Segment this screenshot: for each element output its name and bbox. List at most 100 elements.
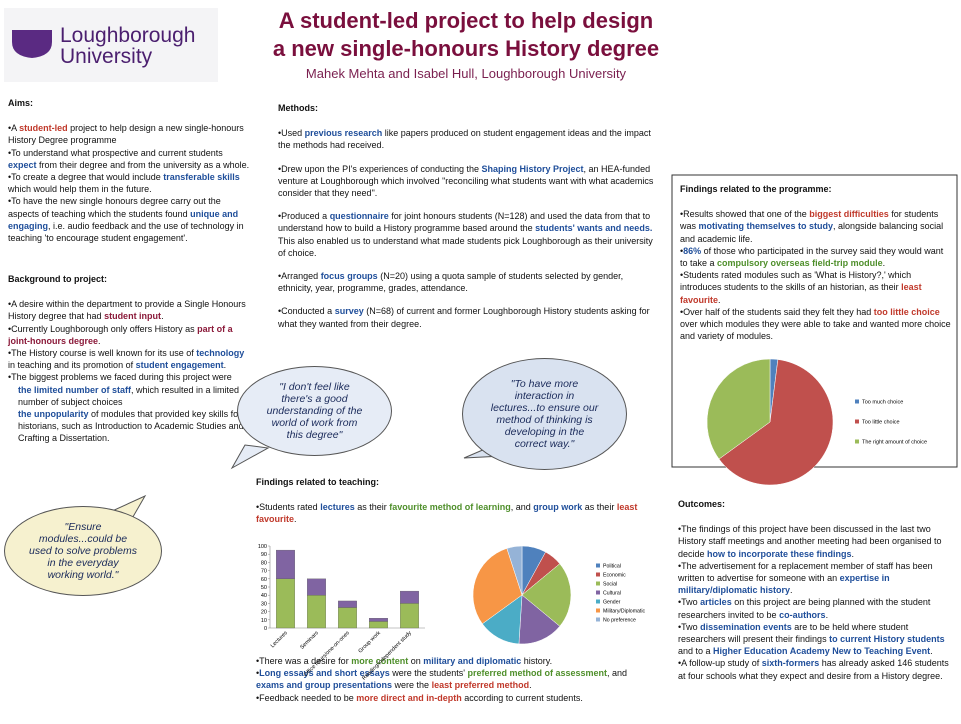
text-run: Long essays and short essays	[259, 668, 390, 679]
text-run: history.	[521, 656, 553, 666]
text-run: .	[718, 294, 721, 305]
section-heading: Aims:	[8, 98, 34, 108]
paragraph: •Two articles on this project are being …	[678, 596, 956, 620]
text-run: •Students rated modules such as 'What is…	[680, 270, 912, 293]
text-run: •Two	[678, 621, 701, 632]
text-run: for students was	[680, 209, 939, 232]
paragraph: •Students rated lectures as their favour…	[256, 501, 651, 525]
text-run: student-led	[19, 123, 68, 134]
paragraph: •Students rated modules such as 'What is…	[680, 269, 952, 306]
text-run: •	[256, 668, 260, 679]
paragraph: •Used previous research like papers prod…	[278, 127, 658, 151]
text-run: student input	[104, 311, 162, 322]
text-run: are to be held where student researchers…	[678, 621, 909, 645]
text-run: (N=20) using a quota sample of students …	[278, 271, 624, 294]
logo-line1: Loughborough	[60, 24, 195, 47]
text-run: which would help them in the future.	[8, 184, 152, 195]
paragraph: •To understand what prospective and curr…	[8, 147, 253, 171]
text-run: •To have the new single honours degree c…	[8, 196, 221, 219]
outcomes-section: Outcomes: •The findings of this project h…	[678, 498, 956, 682]
aims-section: Aims: •A student-led project to help desi…	[8, 97, 253, 244]
quote-bubble: "I don't feel like there's a good unders…	[237, 366, 392, 456]
section-heading: Background to project:	[8, 274, 108, 284]
paragraph: •A desire within the department to provi…	[8, 298, 253, 322]
text-run: This also enabled us to understand what …	[278, 235, 653, 258]
text-run: •Results showed that one of the	[680, 209, 810, 220]
text-run: .	[223, 360, 227, 371]
paragraph: •Two dissemination events are to be held…	[678, 621, 956, 658]
paragraph: •Arranged focus groups (N=20) using a qu…	[278, 270, 658, 294]
paragraph: •Over half of the students said they fel…	[680, 306, 952, 343]
text-run: •Drew upon the PI's experiences of condu…	[278, 163, 482, 174]
text-run: favourite method of learning	[389, 502, 511, 513]
methods-section: Methods: •Used previous research like pap…	[278, 102, 658, 341]
text-run: •To understand what prospective and curr…	[8, 147, 223, 158]
text-run: .	[529, 680, 532, 691]
teaching-findings: Findings related to teaching: •Students r…	[256, 476, 651, 526]
paragraph: •The advertisement for a replacement mem…	[678, 560, 956, 597]
authors: Mahek Mehta and Isabel Hull, Loughboroug…	[305, 66, 627, 81]
paragraph: •A student-led project to help design a …	[8, 122, 253, 146]
text-run: •Students rated	[256, 502, 321, 513]
bubble-tail	[230, 444, 270, 470]
text-run: •Used	[278, 128, 305, 139]
text-run: were the	[392, 680, 432, 691]
text-run: previous research	[304, 128, 383, 139]
text-run: has already asked 146 students at four s…	[678, 658, 949, 681]
text-run: survey	[334, 306, 364, 317]
text-run: to current History students	[829, 634, 945, 645]
text-run: and to a	[678, 646, 714, 657]
text-run: •To create a degree that would include	[8, 172, 164, 183]
text-run: as their	[354, 502, 390, 513]
text-run: expect	[8, 159, 37, 170]
paragraph: •A follow-up study of sixth-formers has …	[678, 657, 956, 681]
text-run: •A	[8, 123, 20, 134]
paragraph: •There was a desire for more content on …	[256, 655, 651, 667]
text-run: least preferred method	[431, 680, 530, 691]
paragraph: •The History course is well known for it…	[8, 347, 253, 371]
text-run: •Currently Loughborough only offers Hist…	[8, 323, 198, 334]
text-run: more content	[351, 656, 409, 666]
text-run: part of a joint-honours degree	[8, 323, 233, 346]
section-heading: Methods:	[278, 103, 318, 113]
paragraph: •Currently Loughborough only offers Hist…	[8, 323, 253, 347]
paragraph: •86% of those who participated in the su…	[680, 245, 952, 269]
paragraph: •Feedback needed to be more direct and i…	[256, 692, 651, 704]
paragraph: the unpopularity of modules that provide…	[8, 408, 253, 445]
background-section: Background to project: •A desire within t…	[8, 273, 253, 445]
text-run: biggest difficulties	[809, 209, 889, 220]
text-run: group work	[533, 502, 583, 513]
text-run: articles	[700, 597, 732, 608]
text-run: , an HEA-funded venture at Loughborough …	[278, 163, 654, 199]
text-run: for joint honours students (N=128) and u…	[278, 211, 651, 234]
quote-bubble: "Ensure modules...could be used to solve…	[4, 506, 162, 596]
teaching-findings-more: •There was a desire for more content on …	[256, 655, 651, 704]
text-run: •Over half of the students said they fel…	[680, 306, 874, 317]
text-run: .	[930, 646, 933, 657]
text-run: technology	[196, 348, 245, 359]
text-run: how to incorporate these findings	[707, 548, 852, 559]
paragraph: •Long essays and short essays were the s…	[256, 667, 651, 691]
section-heading: Outcomes:	[678, 499, 726, 509]
paragraph: •Drew upon the PI's experiences of condu…	[278, 163, 658, 200]
title: a new single-honours History degree	[272, 36, 660, 61]
paragraph: •The biggest problems we faced during th…	[8, 371, 253, 383]
paragraph: •The findings of this project have been …	[678, 523, 956, 560]
text-run: focus groups	[320, 271, 378, 282]
programme-findings: Findings related to the programme: •Resul…	[680, 183, 952, 342]
text-run: exams and group presentations	[256, 680, 393, 691]
text-run: Higher Education Academy New to Teaching…	[713, 646, 931, 657]
text-run: least favourite	[256, 502, 638, 525]
paragraph: •Produced a questionnaire for joint hono…	[278, 210, 658, 259]
text-run: of modules that provided key skills for …	[18, 409, 244, 444]
text-run: , and	[510, 502, 534, 513]
text-run: students' wants and needs.	[535, 223, 653, 234]
text-run: in teaching and its promotion of	[8, 360, 136, 371]
text-run: compulsory overseas field-trip module	[717, 258, 883, 269]
text-run: were the students'	[389, 668, 468, 679]
text-run: from their degree and from the universit…	[36, 159, 250, 170]
text-run: •The findings of this project have been …	[678, 524, 942, 559]
text-run: preferred method of assessment	[467, 668, 608, 679]
text-run: •The History course is well known for it…	[8, 348, 197, 359]
